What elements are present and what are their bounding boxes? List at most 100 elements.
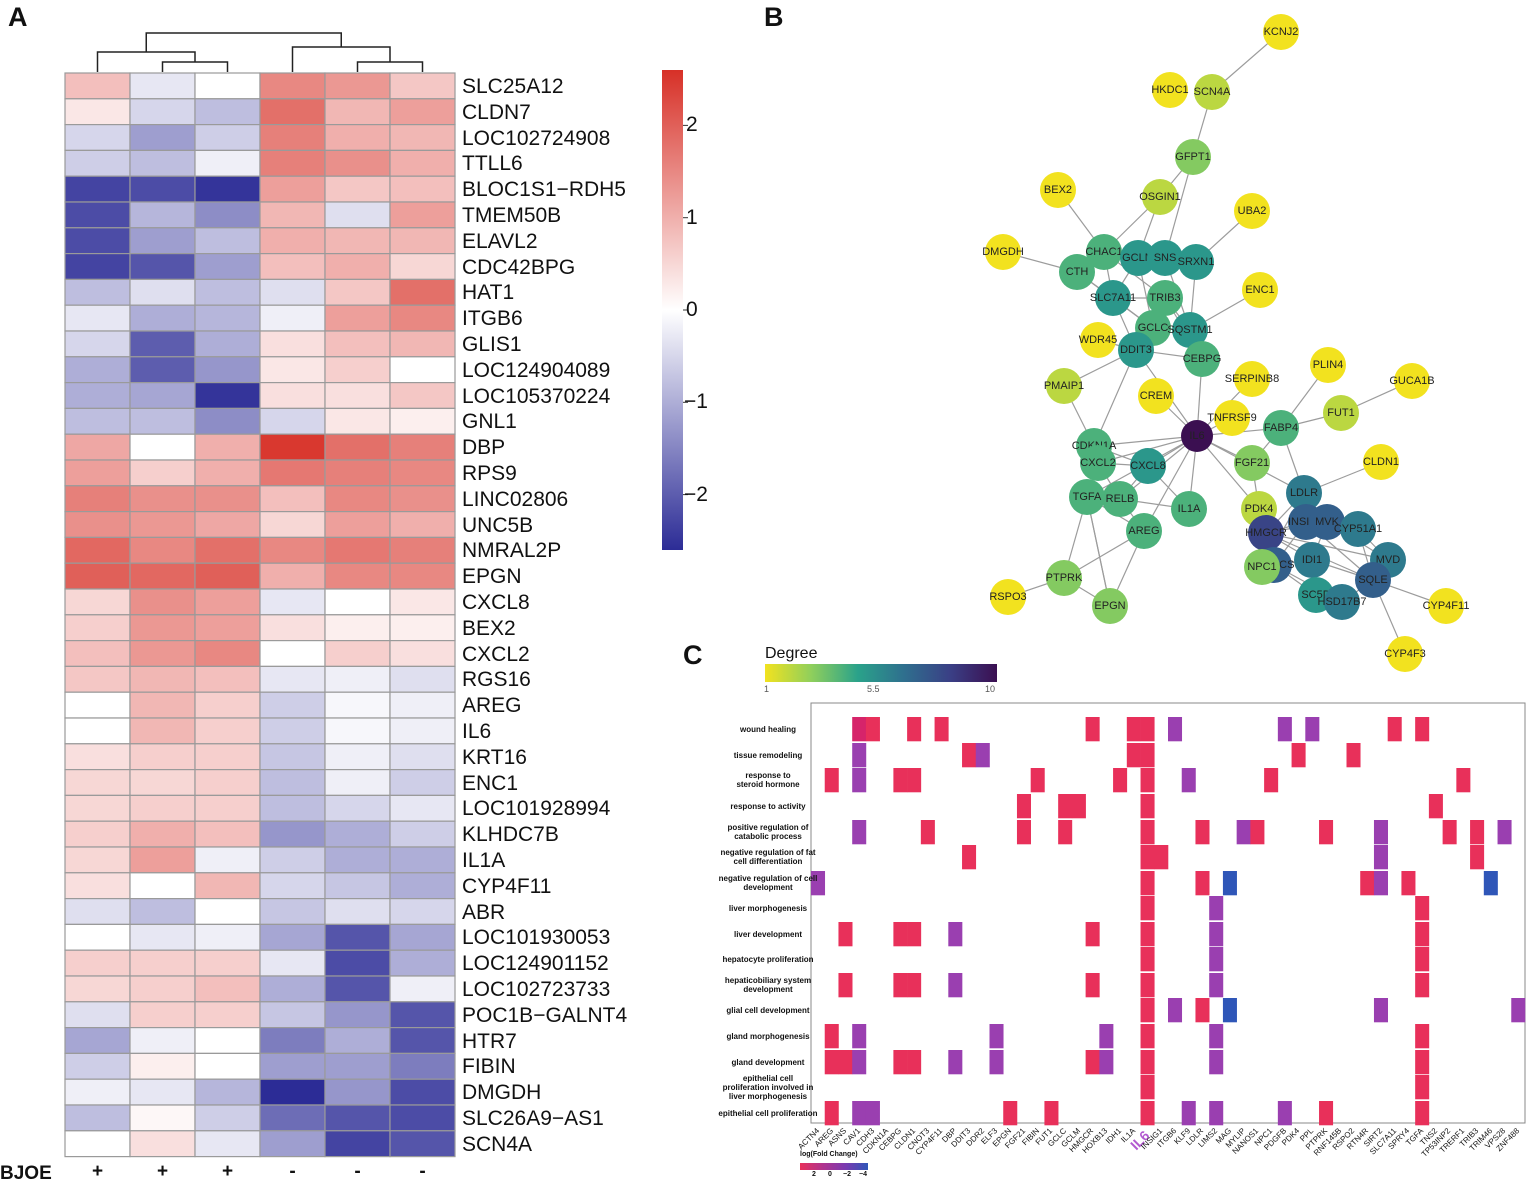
matrix-cell xyxy=(1373,998,1388,1023)
panel-label-b: B xyxy=(764,2,784,32)
heatmap-cell xyxy=(129,278,196,306)
heatmap-cell xyxy=(389,1052,456,1080)
heatmap-gene-label: FIBIN xyxy=(462,1055,516,1079)
heatmap-cell xyxy=(389,743,456,771)
matrix-cell xyxy=(1030,768,1045,793)
network-node-circle xyxy=(1355,562,1391,598)
matrix-cell xyxy=(1209,922,1224,947)
network-node: OSGIN1 xyxy=(1139,179,1181,215)
heatmap-cell xyxy=(259,123,326,151)
heatmap-cell xyxy=(129,175,196,203)
term-label: glial cell development xyxy=(726,1005,810,1015)
matrix-cell xyxy=(1085,1050,1100,1075)
heatmap-gene-label: HAT1 xyxy=(462,281,515,305)
network-node: HKDC1 xyxy=(1151,72,1189,108)
colorbar-tick-label: 0 xyxy=(686,298,698,321)
heatmap-cell xyxy=(259,536,326,564)
heatmap-gene-label: ENC1 xyxy=(462,771,519,795)
heatmap-gene-label: IL6 xyxy=(462,720,492,743)
network-node-circle xyxy=(1310,347,1346,383)
matrix-cell xyxy=(1044,1101,1059,1126)
matrix-cell xyxy=(1428,794,1443,819)
network-node: HSD17B7 xyxy=(1318,584,1366,620)
matrix-cell xyxy=(1126,717,1141,742)
heatmap-cell xyxy=(324,794,391,822)
network-node-circle xyxy=(1263,14,1299,50)
heatmap-cell xyxy=(259,562,326,590)
heatmap-gene-label: CXCL2 xyxy=(462,642,530,666)
network-node-circle xyxy=(1234,361,1270,397)
matrix-frame xyxy=(810,702,1526,1124)
matrix-cell xyxy=(907,973,922,998)
matrix-cell xyxy=(1415,896,1430,921)
network-node: DDIT3 xyxy=(1118,332,1154,368)
heatmap-cell xyxy=(194,665,261,693)
network-node-circle xyxy=(1234,445,1270,481)
term-label: negative regulation of cell development xyxy=(718,874,818,892)
network-node-circle xyxy=(1118,332,1154,368)
heatmap-cell xyxy=(324,562,391,590)
matrix-cell xyxy=(1181,1101,1196,1126)
heatmap-cell xyxy=(324,227,391,255)
network-node-label: CHAC1 xyxy=(1085,246,1122,258)
term-label: epithelial cell proliferation xyxy=(718,1108,818,1118)
network-node-circle xyxy=(1178,244,1214,280)
matrix-cell xyxy=(1209,1024,1224,1049)
matrix-cell xyxy=(934,717,949,742)
heatmap-gene-label: UNC5B xyxy=(462,513,534,537)
matrix-cell xyxy=(1415,1075,1430,1100)
matrix-cell xyxy=(1387,717,1402,742)
heatmap-cell xyxy=(64,562,131,590)
matrix-cell xyxy=(948,973,963,998)
colorbar-tick-label: 1 xyxy=(686,205,698,229)
heatmap-gene-label: IL1A xyxy=(462,849,506,872)
matrix-cell xyxy=(1456,768,1471,793)
heatmap-cell xyxy=(389,253,456,281)
matrix-cell xyxy=(1003,1101,1018,1126)
network-node-label: IL6 xyxy=(1189,430,1204,442)
network-node-circle xyxy=(1294,542,1330,578)
heatmap-cell xyxy=(389,897,456,925)
heatmap-cell xyxy=(129,149,196,177)
network-node: TGFA xyxy=(1069,479,1105,515)
heatmap-cell xyxy=(64,717,131,745)
network-node: MVK xyxy=(1309,504,1345,540)
heatmap-cell xyxy=(64,1052,131,1080)
network-node-label: SC5D xyxy=(1301,589,1330,601)
network-node-circle xyxy=(1194,74,1230,110)
network-node-label: UBA2 xyxy=(1238,205,1267,217)
network-node-circle xyxy=(1248,515,1284,551)
heatmap-cell xyxy=(129,975,196,1003)
network-node-label: CEBPG xyxy=(1183,353,1222,365)
heatmap-gene-label: LOC124901152 xyxy=(462,952,609,976)
heatmap-cell xyxy=(64,511,131,539)
matrix-cell xyxy=(1085,922,1100,947)
matrix-cell xyxy=(1168,998,1183,1023)
matrix-cell xyxy=(1140,922,1155,947)
network-node: GCLM xyxy=(1120,240,1156,276)
network-node-label: KCNJ2 xyxy=(1264,26,1299,38)
matrix-cell xyxy=(1442,820,1457,845)
matrix-cell xyxy=(1222,998,1237,1023)
heatmap-cell xyxy=(194,1130,261,1158)
network-node: GUCA1B xyxy=(1389,363,1435,399)
heatmap-cell xyxy=(129,1026,196,1054)
network-node: PMAIP1 xyxy=(1044,368,1084,404)
matrix-cell xyxy=(1483,871,1498,896)
heatmap-cell xyxy=(259,743,326,771)
network-node: SERPINB8 xyxy=(1225,361,1279,397)
matrix-cell xyxy=(1140,794,1155,819)
heatmap-cell xyxy=(389,511,456,539)
network-node: SQSTM1 xyxy=(1167,312,1213,348)
network-node-label: FABP4 xyxy=(1264,422,1298,434)
matrix-cell xyxy=(907,1050,922,1075)
network-node-circle xyxy=(1323,395,1359,431)
network-node-label: SQSTM1 xyxy=(1167,324,1212,336)
network-node-circle xyxy=(1181,420,1213,452)
matrix-cell xyxy=(1181,768,1196,793)
network-node-circle xyxy=(1086,234,1122,270)
network-node-label: BEX2 xyxy=(1044,184,1072,196)
heatmap-cell xyxy=(389,639,456,667)
matrix-cell xyxy=(824,1024,839,1049)
term-label: epithelial cell proliferation involved i… xyxy=(722,1073,814,1101)
